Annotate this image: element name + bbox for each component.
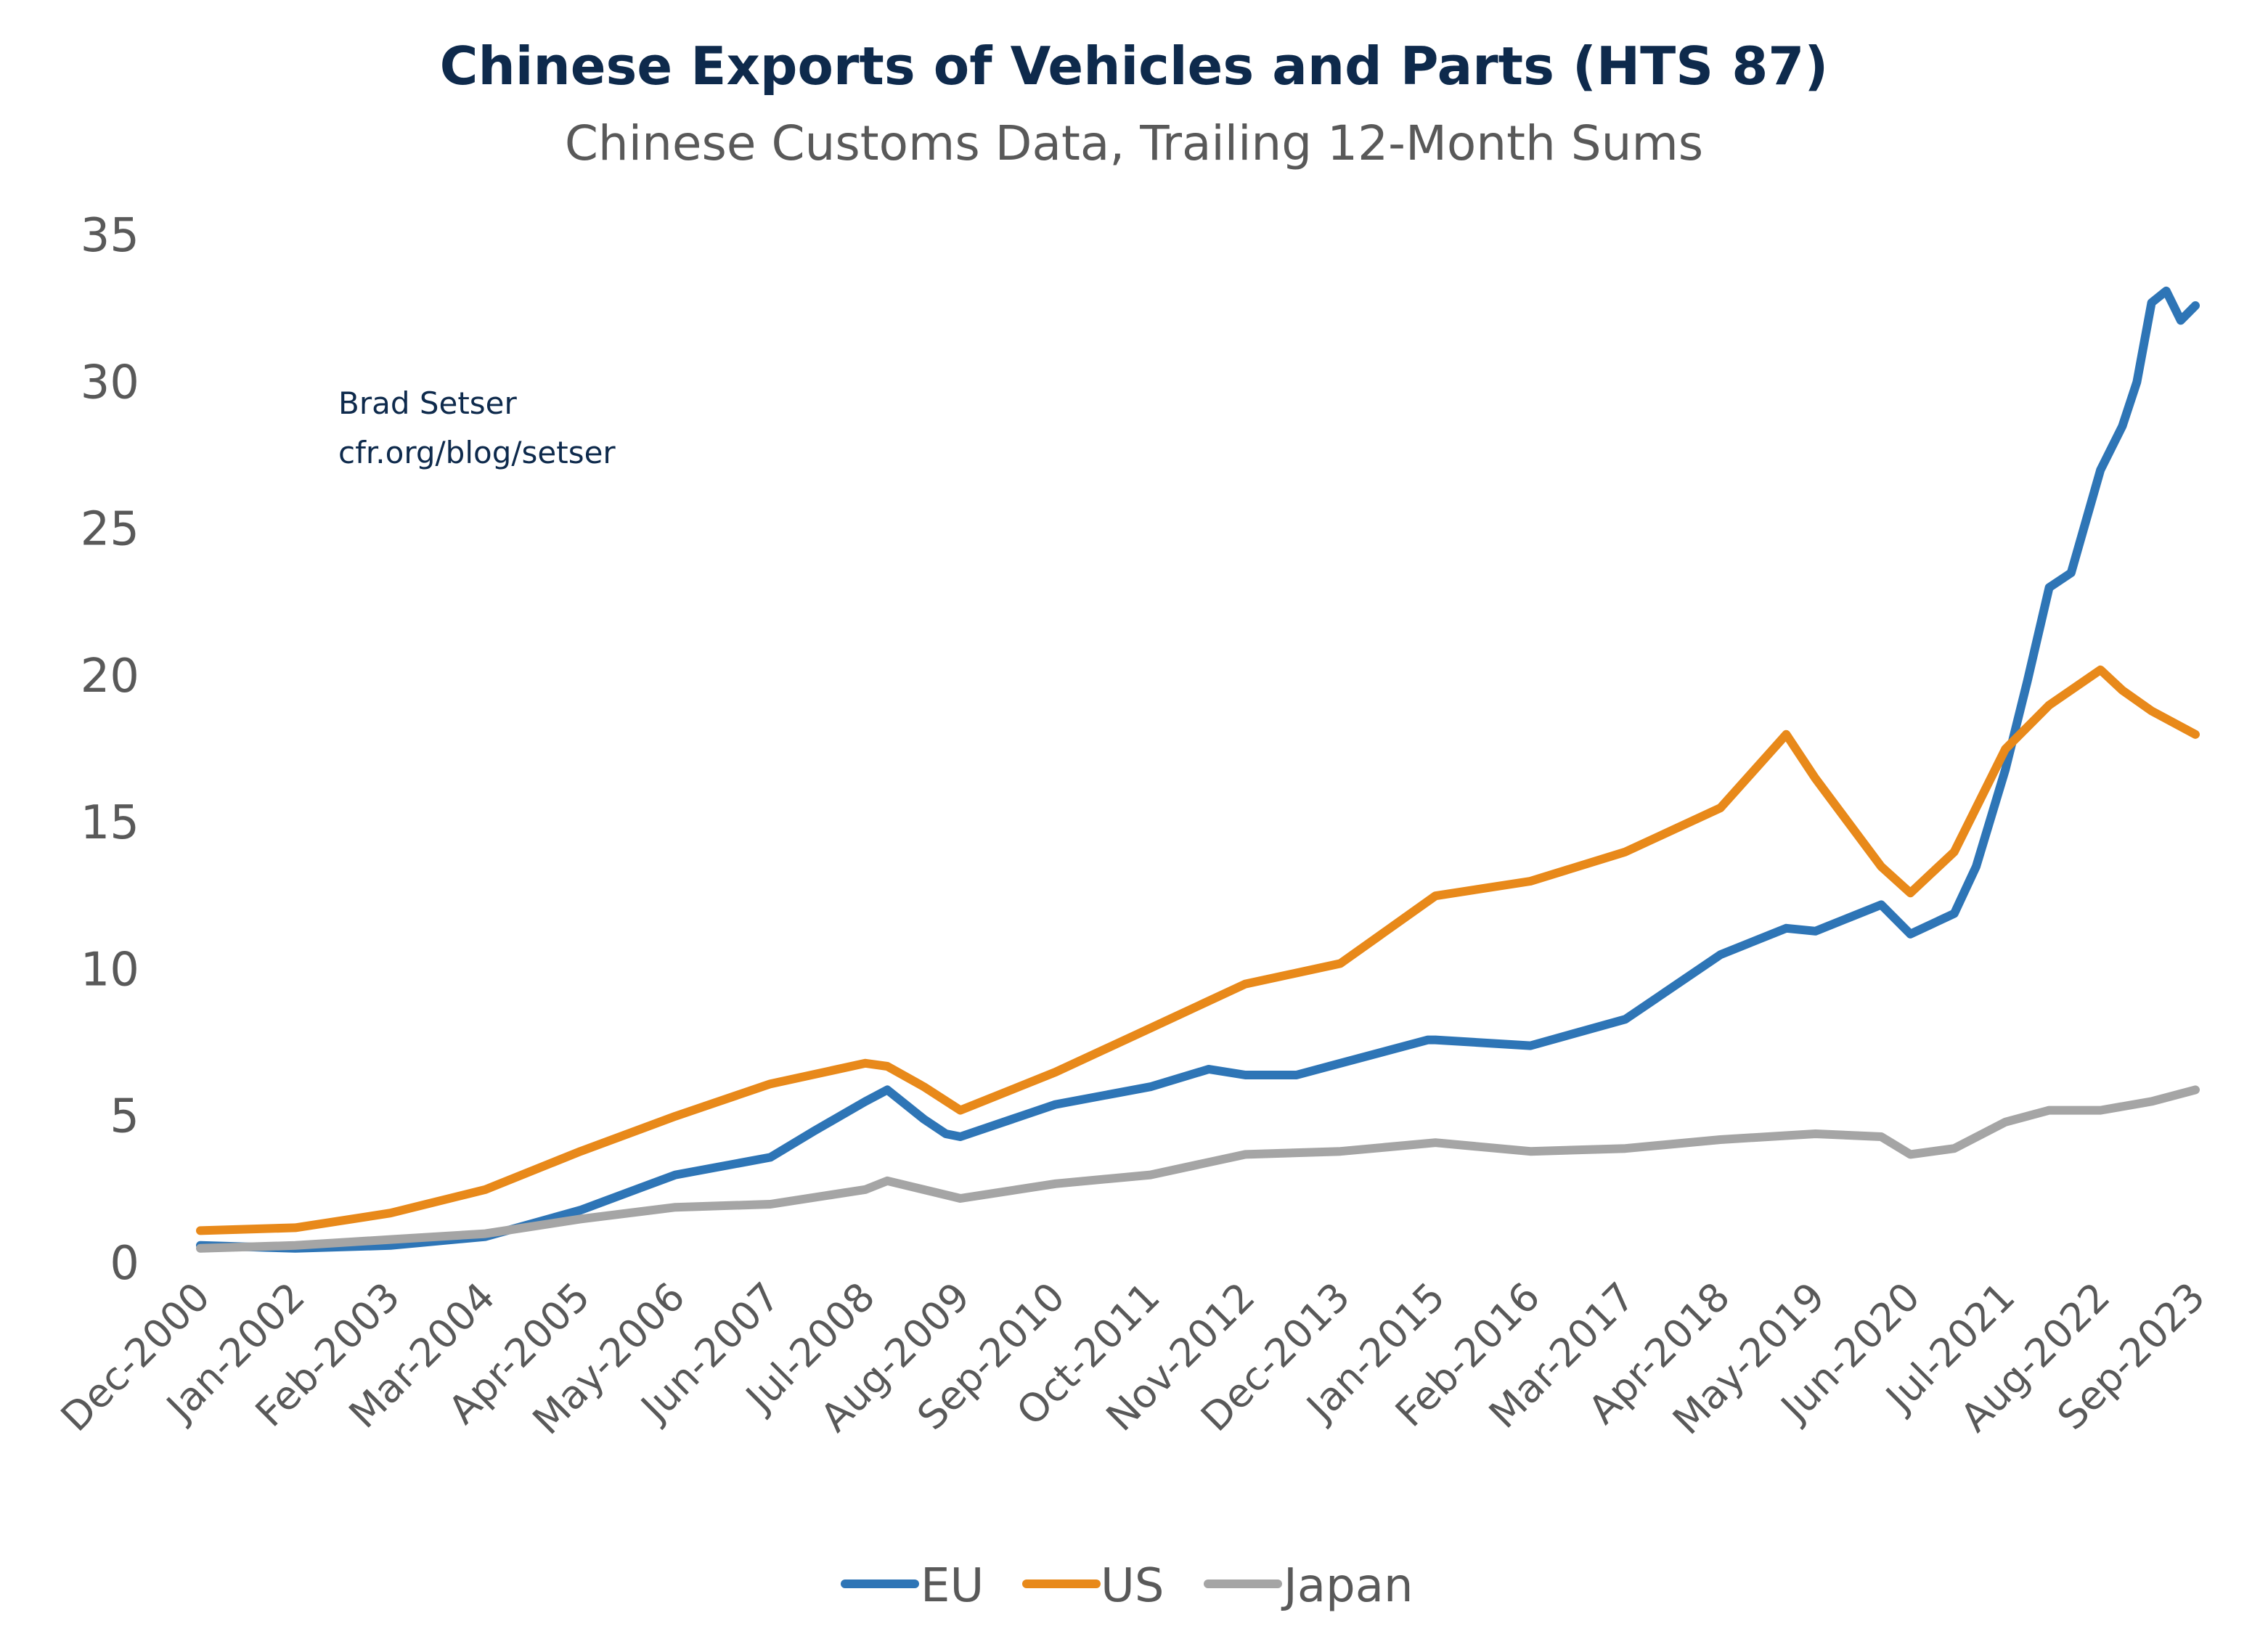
- y-tick-label: 20: [81, 650, 139, 703]
- legend-label-eu: EU: [921, 1559, 984, 1613]
- y-axis: 0 5 10 15 20 25 30 35: [81, 209, 139, 1291]
- legend-label-us: US: [1101, 1559, 1164, 1613]
- legend-label-japan: Japan: [1281, 1559, 1414, 1613]
- author-annotation: Brad Setser: [338, 385, 518, 421]
- series-line-us: [196, 665, 2200, 1235]
- plot-area: [196, 286, 2200, 1253]
- series-line-japan: [196, 1085, 2200, 1253]
- legend: EU US Japan: [841, 1559, 1414, 1613]
- y-tick-label: 35: [81, 209, 139, 263]
- series-line-eu: [196, 286, 2200, 1253]
- url-annotation: cfr.org/blog/setser: [338, 435, 616, 470]
- x-axis: Dec-2000Jan-2002Feb-2003Mar-2004Apr-2005…: [52, 1274, 2214, 1444]
- chart-subtitle: Chinese Customs Data, Trailing 12-Month …: [565, 115, 1703, 171]
- chart-title: Chinese Exports of Vehicles and Parts (H…: [440, 36, 1829, 97]
- y-tick-label: 25: [81, 503, 139, 557]
- y-tick-label: 30: [81, 356, 139, 409]
- y-tick-label: 10: [81, 943, 139, 997]
- y-tick-label: 15: [81, 796, 139, 850]
- y-tick-label: 0: [110, 1237, 139, 1291]
- y-tick-label: 5: [110, 1090, 139, 1144]
